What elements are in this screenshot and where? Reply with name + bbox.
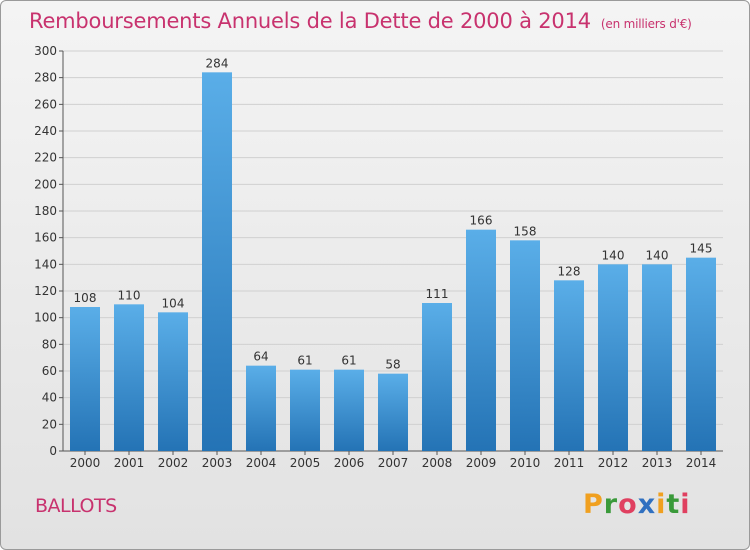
bar [114,304,144,451]
y-tick-label: 140 [34,257,57,271]
chart-title: Remboursements Annuels de la Dette de 20… [29,9,692,33]
commune-name: BALLOTS [35,495,117,517]
x-tick-label: 2001 [114,456,145,470]
y-tick-label: 60 [42,364,57,378]
logo-letter: i [656,489,667,520]
data-label: 158 [514,224,537,238]
y-tick-label: 160 [34,231,57,245]
x-tick-label: 2005 [290,456,321,470]
x-tick-label: 2010 [510,456,541,470]
y-tick-label: 0 [49,444,57,458]
data-label: 284 [206,56,229,70]
x-tick-label: 2007 [378,456,409,470]
y-tick-label: 220 [34,151,57,165]
data-label: 110 [118,288,141,302]
bar [510,240,540,451]
logo-letter: P [583,489,604,520]
bar [686,257,716,451]
chart-unit: (en milliers d'€) [600,17,692,31]
data-label: 104 [162,296,185,310]
data-label: 58 [385,358,400,372]
x-tick-label: 2011 [554,456,585,470]
data-label: 140 [646,248,669,262]
x-tick-label: 2014 [686,456,717,470]
bar [466,229,496,451]
data-label: 140 [602,248,625,262]
bar [422,303,452,451]
x-tick-label: 2008 [422,456,453,470]
data-label: 128 [558,264,581,278]
bar [70,307,100,451]
bar [642,264,672,451]
bar [554,280,584,451]
y-tick-label: 80 [42,337,57,351]
y-tick-label: 40 [42,391,57,405]
x-tick-label: 2003 [202,456,233,470]
y-tick-label: 260 [34,97,57,111]
x-tick-label: 2006 [334,456,365,470]
chart-title-text: Remboursements Annuels de la Dette de 20… [29,9,591,33]
x-tick-label: 2013 [642,456,673,470]
bar [246,365,276,451]
x-tick-label: 2000 [70,456,101,470]
proxiti-logo: Proxiti [583,489,691,520]
data-label: 61 [297,354,312,368]
bars [70,72,716,451]
bar [202,72,232,451]
bar [598,264,628,451]
logo-letter: r [603,489,619,520]
bar [158,312,188,451]
data-label: 111 [426,287,449,301]
bar [378,373,408,451]
y-tick-label: 100 [34,311,57,325]
x-tick-label: 2012 [598,456,629,470]
data-label: 145 [690,242,713,256]
y-tick-label: 180 [34,204,57,218]
x-tick-label: 2002 [158,456,189,470]
data-label: 166 [470,214,493,228]
y-tick-label: 20 [42,417,57,431]
data-label: 64 [253,350,268,364]
y-tick-label: 200 [34,177,57,191]
bar [334,369,364,451]
logo-letter: t [666,489,681,520]
logo-letter: o [618,489,638,520]
logo-letter: i [680,489,691,520]
data-label: 61 [341,354,356,368]
y-tick-label: 240 [34,124,57,138]
x-tick-label: 2009 [466,456,497,470]
y-tick-label: 300 [34,44,57,58]
labels: 2000 108 2001 110 2002 104 2003 284 2004 64 2005 61… [70,56,717,470]
logo-letter: x [637,489,657,520]
y-tick-label: 120 [34,284,57,298]
x-tick-label: 2004 [246,456,277,470]
y-tick-label: 280 [34,71,57,85]
bar [290,369,320,451]
data-label: 108 [74,291,97,305]
